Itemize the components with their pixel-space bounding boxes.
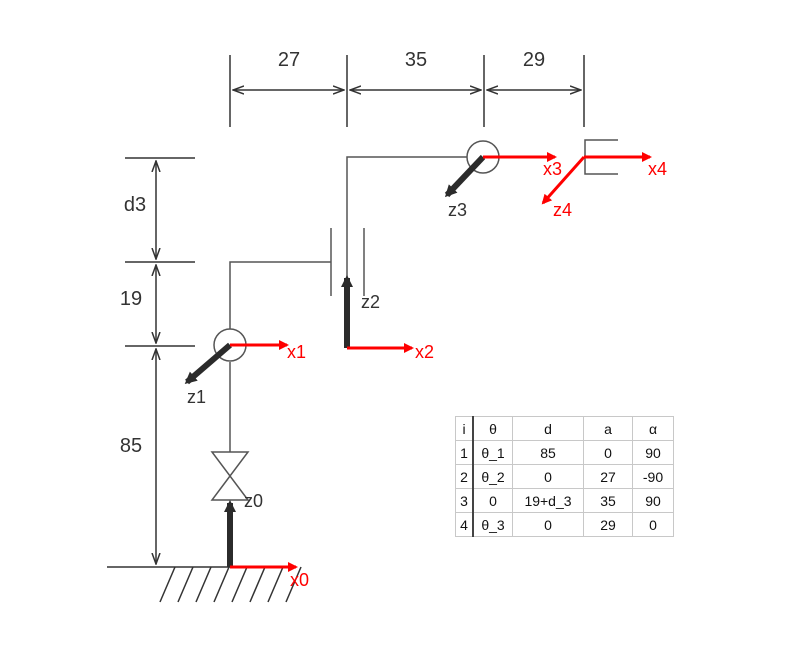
- cell-a: 35: [583, 488, 633, 513]
- cell-theta: θ_3: [472, 512, 513, 537]
- dim-label-19: 19: [120, 288, 142, 310]
- x2-label: x2: [415, 342, 434, 362]
- joint0-upper-triangle: [210, 451, 250, 478]
- z4-label: z4: [553, 200, 572, 220]
- dim-label-d3: d3: [124, 194, 146, 216]
- link2-to-joint3: [346, 156, 467, 228]
- cell-d: 85: [512, 440, 584, 465]
- table-row: 4 θ_3 0 29 0: [455, 512, 674, 537]
- cell-a: 0: [583, 440, 633, 465]
- header-d: d: [512, 416, 584, 441]
- z3-axis-arrow: [444, 154, 486, 198]
- dim-label-top-3: 29: [523, 49, 545, 71]
- table-row: 1 θ_1 85 0 90: [455, 440, 674, 465]
- table-header-row: i θ d a α: [455, 416, 674, 441]
- cell-alpha: 0: [632, 512, 674, 537]
- x-axes: [230, 152, 652, 572]
- cell-alpha: -90: [632, 464, 674, 489]
- dim-label-top-1: 27: [278, 49, 300, 71]
- header-i: i: [455, 416, 474, 441]
- cell-i: 4: [455, 512, 474, 537]
- cell-a: 27: [583, 464, 633, 489]
- cell-i: 2: [455, 464, 474, 489]
- cell-alpha: 90: [632, 488, 674, 513]
- z-axes: [184, 154, 486, 567]
- dim-label-85: 85: [120, 435, 142, 457]
- cell-theta: 0: [472, 488, 513, 513]
- cell-d: 0: [512, 512, 584, 537]
- joint0-lower-triangle: [210, 474, 250, 501]
- x3-label: x3: [543, 159, 562, 179]
- z2-label: z2: [361, 292, 380, 312]
- cell-theta: θ_2: [472, 464, 513, 489]
- header-a: a: [583, 416, 633, 441]
- cell-alpha: 90: [632, 440, 674, 465]
- robot-links: [210, 139, 618, 501]
- cell-a: 29: [583, 512, 633, 537]
- x1-label: x1: [287, 342, 306, 362]
- header-theta: θ: [472, 416, 513, 441]
- x4-label: x4: [648, 159, 667, 179]
- cell-theta: θ_1: [472, 440, 513, 465]
- left-dimensions: [107, 157, 230, 568]
- header-alpha: α: [632, 416, 674, 441]
- ground-hatching: [159, 566, 302, 603]
- z3-label: z3: [448, 200, 467, 220]
- table-row: 2 θ_2 0 27 -90: [455, 464, 674, 489]
- dh-parameter-table: i θ d a α 1 θ_1 85 0 90 2 θ_2 0 27 -90 3…: [455, 416, 674, 537]
- link1-to-joint2: [229, 261, 331, 329]
- cell-i: 3: [455, 488, 474, 513]
- z0-label: z0: [244, 491, 263, 511]
- table-row: 3 0 19+d_3 35 90: [455, 488, 674, 513]
- x0-label: x0: [290, 570, 309, 590]
- z4-axis-arrow: [541, 156, 586, 205]
- top-dimensions: [229, 55, 585, 127]
- z1-label: z1: [187, 387, 206, 407]
- z1-axis-arrow: [184, 342, 232, 385]
- cell-i: 1: [455, 440, 474, 465]
- cell-d: 0: [512, 464, 584, 489]
- cell-d: 19+d_3: [512, 488, 584, 513]
- dim-label-top-2: 35: [405, 49, 427, 71]
